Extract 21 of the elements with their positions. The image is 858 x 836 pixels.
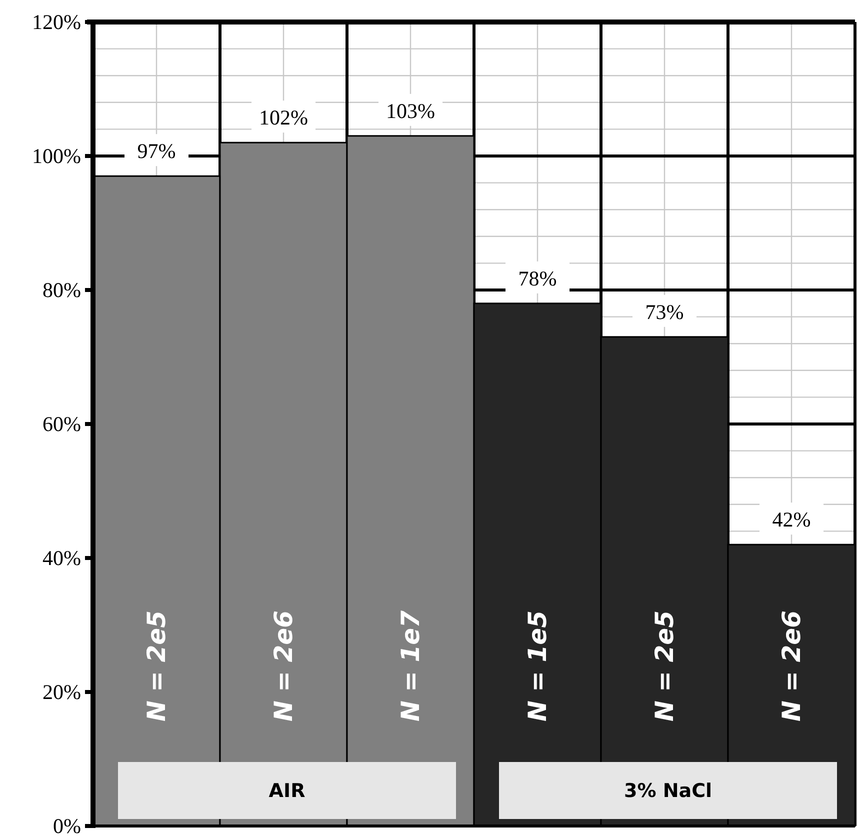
data-label: 97%: [137, 139, 176, 164]
y-tick-label: 20%: [42, 680, 81, 704]
y-tick-label: 0%: [53, 814, 81, 836]
data-label: 73%: [645, 300, 684, 324]
data-label: 102%: [259, 106, 308, 130]
series-label: AIR: [268, 780, 306, 802]
data-label: 103%: [386, 98, 435, 123]
y-tick-label: 80%: [42, 278, 81, 302]
y-tick-label: 120%: [32, 10, 81, 34]
x-tick-label: N = 2e5: [142, 610, 171, 722]
x-tick-label: N = 1e5: [523, 610, 552, 722]
y-tick-label: 40%: [42, 546, 81, 570]
y-tick-label: 60%: [42, 412, 81, 436]
x-tick-label: N = 2e6: [777, 610, 806, 722]
data-label: 78%: [518, 266, 557, 290]
x-tick-label: N = 2e5: [650, 610, 679, 722]
y-tick-label: 100%: [32, 144, 81, 168]
data-label: 42%: [772, 508, 811, 532]
x-tick-label: N = 1e7: [396, 610, 425, 722]
x-tick-label: N = 2e6: [269, 610, 298, 722]
series-label: 3% NaCl: [624, 780, 712, 802]
